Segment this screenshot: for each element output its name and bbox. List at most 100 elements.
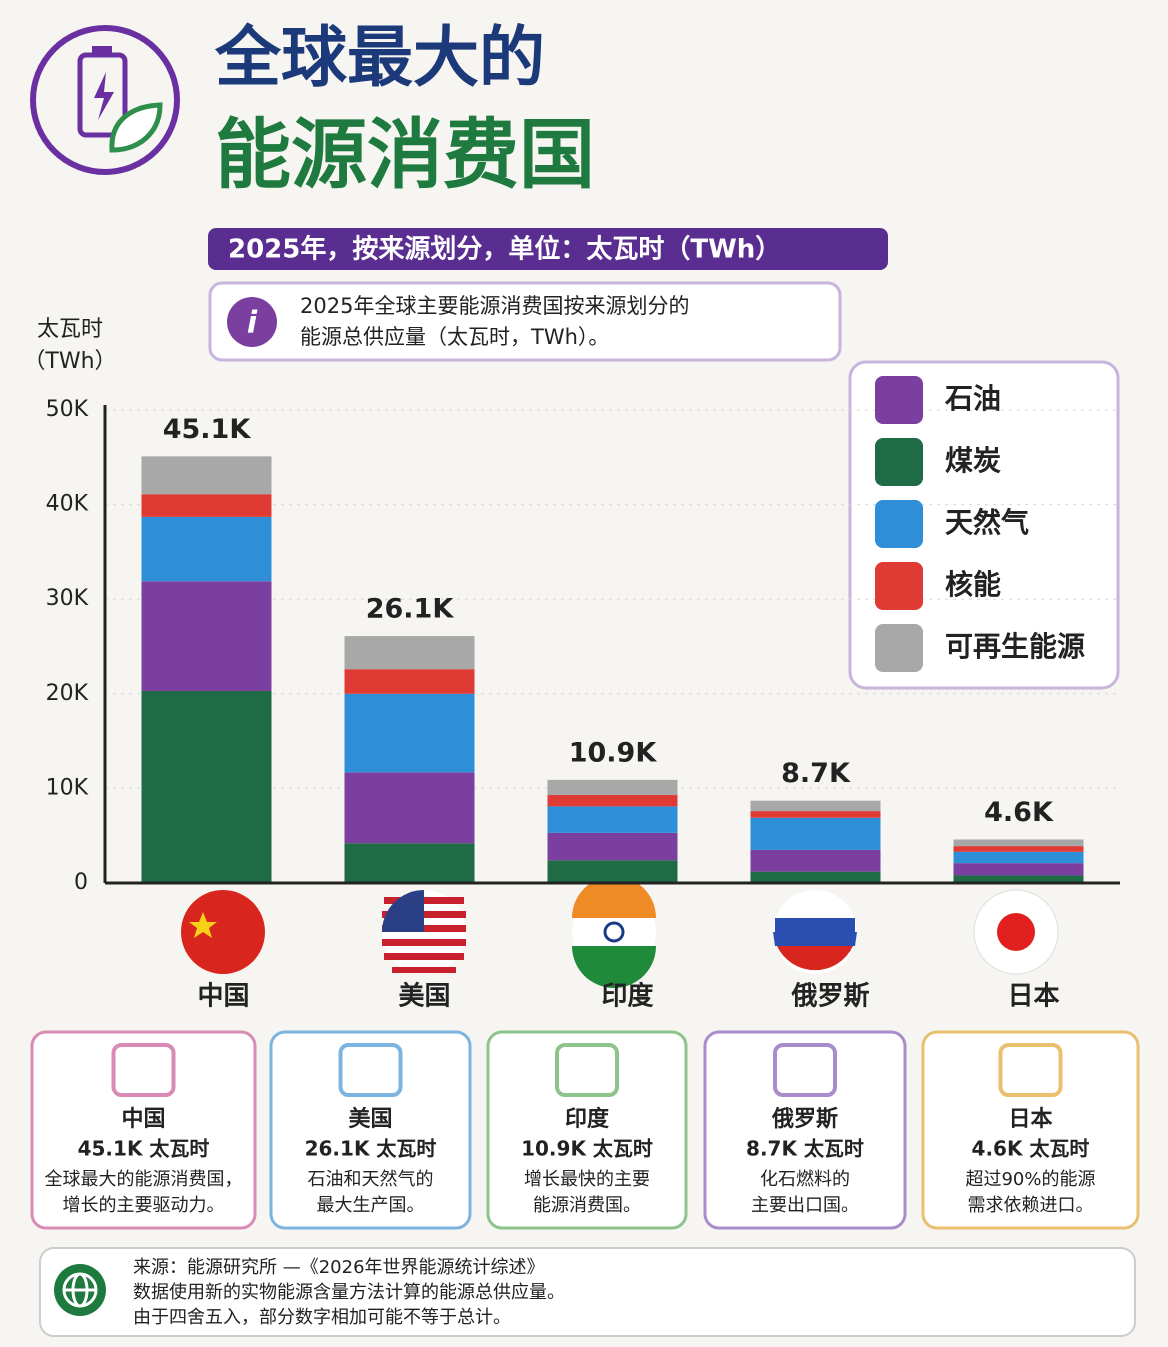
info-text: 2025年全球主要能源消费国按来源划分的 xyxy=(300,294,689,318)
bar-segment xyxy=(344,669,475,694)
flags xyxy=(181,876,1059,988)
subtitle-bar xyxy=(208,228,888,270)
y-axis-title: （TWh） xyxy=(23,349,116,374)
legend-label: 石油 xyxy=(944,382,1001,415)
legend-label: 核能 xyxy=(945,568,1001,601)
bar-segment xyxy=(953,863,1084,876)
card-name: 日本 xyxy=(1008,1107,1052,1132)
total-label: 10.9K xyxy=(569,737,658,768)
legend-label: 可再生能源 xyxy=(945,630,1085,663)
bar-segment xyxy=(141,581,272,691)
source-text: 由于四舍五入，部分数字相加可能不等于总计。 xyxy=(133,1307,511,1328)
legend-label: 煤炭 xyxy=(945,444,1001,477)
subtitle: 2025年，按来源划分，单位：太瓦时（TWh） xyxy=(228,234,781,265)
card-text: 化石燃料的 xyxy=(760,1169,850,1190)
bar-segment xyxy=(953,875,1084,883)
bar-segment xyxy=(750,800,881,812)
bar-segment xyxy=(141,690,272,883)
card-text: 能源消费国。 xyxy=(533,1195,641,1216)
x-tick-label: 日本 xyxy=(1007,982,1059,1012)
globe-lines xyxy=(62,1272,98,1308)
card-text: 主要出口国。 xyxy=(751,1195,859,1216)
bar-segment xyxy=(750,817,881,850)
card-text: 最大生产国。 xyxy=(317,1195,425,1216)
card-icon xyxy=(998,1043,1063,1097)
card-icon xyxy=(338,1043,403,1097)
card-icon xyxy=(111,1043,176,1097)
total-label: 45.1K xyxy=(163,414,252,445)
bar-segment xyxy=(344,693,475,773)
card-value: 26.1K 太瓦时 xyxy=(305,1137,437,1161)
bar-segment xyxy=(547,795,678,807)
card-icon xyxy=(773,1043,837,1097)
bar-segment xyxy=(344,772,475,844)
y-tick-label: 40K xyxy=(46,492,89,517)
card-name: 印度 xyxy=(565,1106,610,1132)
header-icon xyxy=(30,25,180,175)
y-axis-title: 太瓦时 xyxy=(37,317,103,342)
x-tick-label: 印度 xyxy=(601,981,653,1012)
card-text: 增长的主要驱动力。 xyxy=(63,1195,225,1216)
legend-swatch xyxy=(875,376,923,424)
title-line2: 能源消费国 xyxy=(215,110,595,199)
bar-segment xyxy=(953,846,1084,852)
bar-segment xyxy=(141,516,272,582)
bar-segment xyxy=(547,779,678,796)
legend-swatch xyxy=(875,500,923,548)
info-box xyxy=(208,281,842,362)
card-value: 4.6K 太瓦时 xyxy=(972,1137,1090,1161)
card-text: 石油和天然气的 xyxy=(308,1169,434,1190)
source-box xyxy=(39,1247,1136,1337)
card-value: 10.9K 太瓦时 xyxy=(521,1137,653,1161)
card-text: 全球最大的能源消费国， xyxy=(45,1169,243,1190)
total-label: 26.1K xyxy=(366,594,455,625)
card-name: 俄罗斯 xyxy=(771,1106,838,1132)
bar-segment xyxy=(750,871,881,883)
bar-segment xyxy=(547,860,678,883)
bar-segment xyxy=(344,636,475,670)
bar-segment xyxy=(547,832,678,861)
y-tick-label: 10K xyxy=(46,775,89,800)
bar-segment xyxy=(344,843,475,883)
total-label: 4.6K xyxy=(984,797,1054,828)
info-icon xyxy=(227,297,277,347)
x-tick-label: 中国 xyxy=(197,982,249,1012)
card-icon xyxy=(555,1043,619,1097)
title-line1: 全球最大的 xyxy=(214,19,545,96)
card xyxy=(486,1030,688,1230)
card-value: 45.1K 太瓦时 xyxy=(78,1137,210,1161)
card xyxy=(703,1030,907,1230)
card-value: 8.7K 太瓦时 xyxy=(746,1137,864,1161)
card xyxy=(269,1030,472,1230)
info-text: 能源总供应量（太瓦时，TWh）。 xyxy=(300,325,609,349)
bar-segment xyxy=(953,851,1084,864)
card-text: 需求依赖进口。 xyxy=(968,1195,1094,1216)
total-label: 8.7K xyxy=(781,758,851,789)
y-tick-label: 50K xyxy=(46,397,89,422)
source-text: 数据使用新的实物能源含量方法计算的能源总供应量。 xyxy=(133,1282,565,1303)
x-tick-label: 俄罗斯 xyxy=(790,982,869,1012)
source-text: 来源：能源研究所 —《2026年世界能源统计综述》 xyxy=(133,1257,545,1278)
card-text: 超过90%的能源 xyxy=(965,1169,1095,1190)
y-tick-label: 20K xyxy=(46,681,89,706)
legend-swatch xyxy=(875,624,923,672)
card xyxy=(921,1030,1140,1230)
y-tick-label: 0 xyxy=(74,870,88,895)
bar-segment xyxy=(750,811,881,818)
bar-segment xyxy=(141,494,272,517)
y-tick-label: 30K xyxy=(46,586,89,611)
card-name: 美国 xyxy=(348,1106,392,1132)
bar-segment xyxy=(953,839,1084,847)
legend-label: 天然气 xyxy=(945,506,1029,539)
card xyxy=(30,1030,257,1230)
bar-segment xyxy=(141,456,272,495)
bar-segment xyxy=(750,849,881,872)
card-name: 中国 xyxy=(121,1107,165,1132)
x-tick-label: 美国 xyxy=(398,981,450,1012)
bar-segment xyxy=(547,806,678,833)
card-text: 增长最快的主要 xyxy=(524,1169,650,1190)
legend-swatch xyxy=(875,438,923,486)
info-icon-glyph: i xyxy=(247,306,258,341)
legend-swatch xyxy=(875,562,923,610)
